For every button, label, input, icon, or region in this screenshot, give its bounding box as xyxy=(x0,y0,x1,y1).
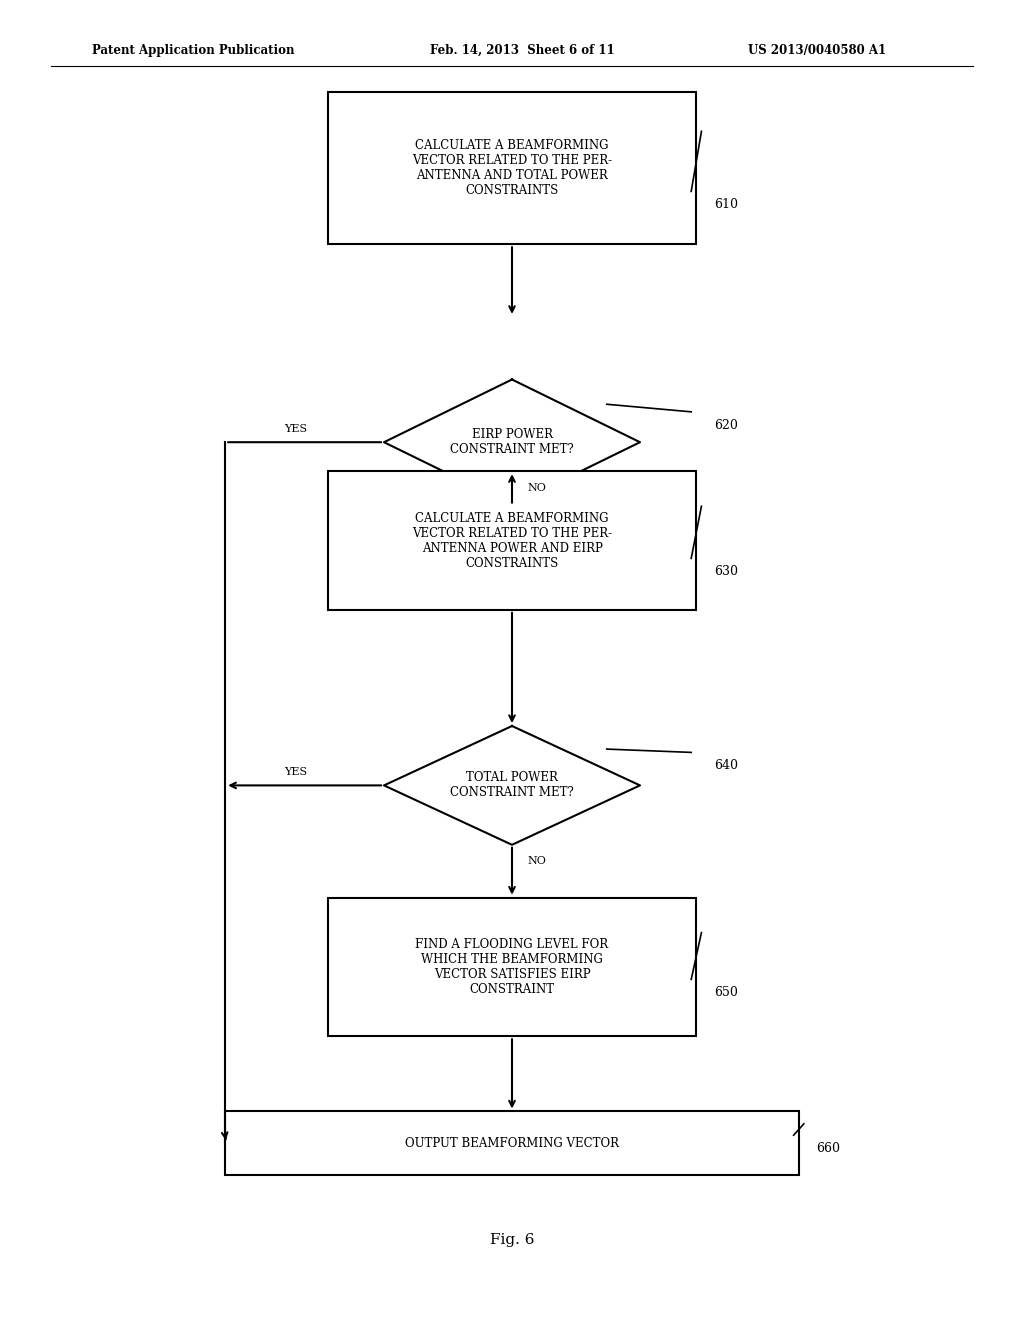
Text: CALCULATE A BEAMFORMING
VECTOR RELATED TO THE PER-
ANTENNA AND TOTAL POWER
CONST: CALCULATE A BEAMFORMING VECTOR RELATED T… xyxy=(412,140,612,197)
Text: NO: NO xyxy=(527,855,546,866)
Text: 620: 620 xyxy=(714,418,737,432)
FancyBboxPatch shape xyxy=(328,92,696,244)
Text: YES: YES xyxy=(284,767,307,777)
Text: Patent Application Publication: Patent Application Publication xyxy=(92,44,295,57)
Text: CALCULATE A BEAMFORMING
VECTOR RELATED TO THE PER-
ANTENNA POWER AND EIRP
CONSTR: CALCULATE A BEAMFORMING VECTOR RELATED T… xyxy=(412,512,612,569)
Text: 640: 640 xyxy=(714,759,737,772)
Text: Feb. 14, 2013  Sheet 6 of 11: Feb. 14, 2013 Sheet 6 of 11 xyxy=(430,44,614,57)
Text: FIND A FLOODING LEVEL FOR
WHICH THE BEAMFORMING
VECTOR SATISFIES EIRP
CONSTRAINT: FIND A FLOODING LEVEL FOR WHICH THE BEAM… xyxy=(416,939,608,995)
Text: 630: 630 xyxy=(714,565,737,578)
Text: 660: 660 xyxy=(816,1142,840,1155)
Text: Fig. 6: Fig. 6 xyxy=(489,1233,535,1247)
Text: NO: NO xyxy=(527,483,546,494)
Text: 650: 650 xyxy=(714,986,737,999)
FancyBboxPatch shape xyxy=(328,898,696,1036)
Text: OUTPUT BEAMFORMING VECTOR: OUTPUT BEAMFORMING VECTOR xyxy=(406,1137,618,1150)
Text: YES: YES xyxy=(284,424,307,434)
Text: US 2013/0040580 A1: US 2013/0040580 A1 xyxy=(748,44,886,57)
Text: TOTAL POWER
CONSTRAINT MET?: TOTAL POWER CONSTRAINT MET? xyxy=(451,771,573,800)
FancyBboxPatch shape xyxy=(225,1111,799,1175)
Text: 610: 610 xyxy=(714,198,737,211)
FancyBboxPatch shape xyxy=(328,471,696,610)
Text: EIRP POWER
CONSTRAINT MET?: EIRP POWER CONSTRAINT MET? xyxy=(451,428,573,457)
